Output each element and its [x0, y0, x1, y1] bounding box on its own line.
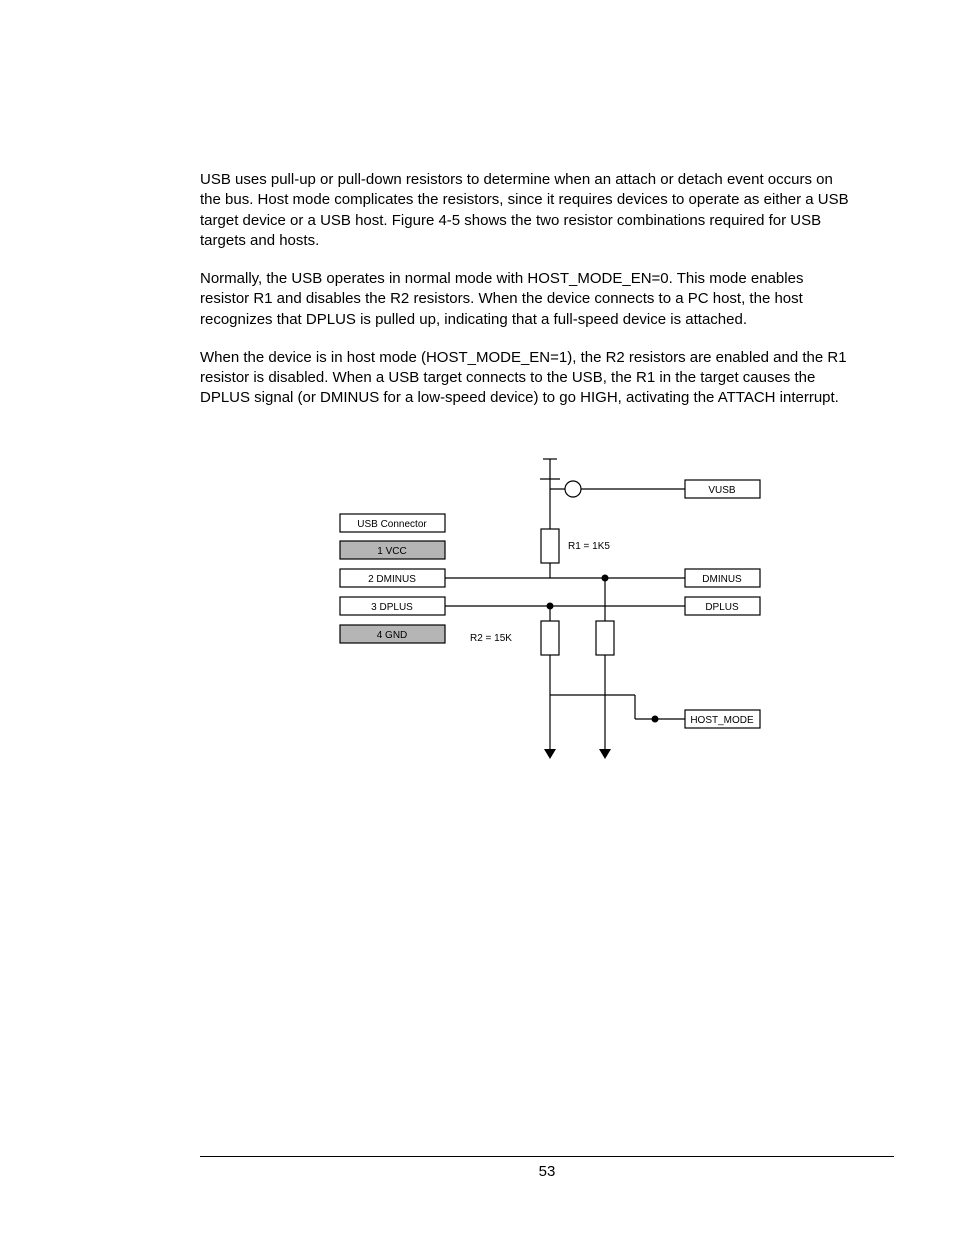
- svg-text:2 DMINUS: 2 DMINUS: [368, 574, 416, 585]
- svg-text:USB Connector: USB Connector: [357, 519, 427, 530]
- svg-text:R2 = 15K: R2 = 15K: [470, 633, 512, 644]
- usb-resistor-diagram: USB Connector 1 VCC 2 DMINUS 3 DPLUS 4 GND VU…: [335, 449, 854, 784]
- svg-text:HOST_MODE: HOST_MODE: [690, 715, 754, 726]
- paragraph-2: Normally, the USB operates in normal mod…: [200, 269, 854, 330]
- svg-text:3 DPLUS: 3 DPLUS: [371, 602, 413, 613]
- paragraph-1: USB uses pull-up or pull-down resistors …: [200, 170, 854, 251]
- page-number: 53: [539, 1163, 556, 1180]
- svg-text:4 GND: 4 GND: [377, 630, 408, 641]
- svg-text:DPLUS: DPLUS: [705, 602, 739, 613]
- paragraph-3: When the device is in host mode (HOST_MO…: [200, 348, 854, 409]
- svg-text:VUSB: VUSB: [708, 485, 736, 496]
- svg-text:DMINUS: DMINUS: [702, 574, 742, 585]
- svg-text:R1 = 1K5: R1 = 1K5: [568, 541, 610, 552]
- page-footer: 53: [200, 1156, 894, 1180]
- svg-text:1 VCC: 1 VCC: [377, 546, 406, 557]
